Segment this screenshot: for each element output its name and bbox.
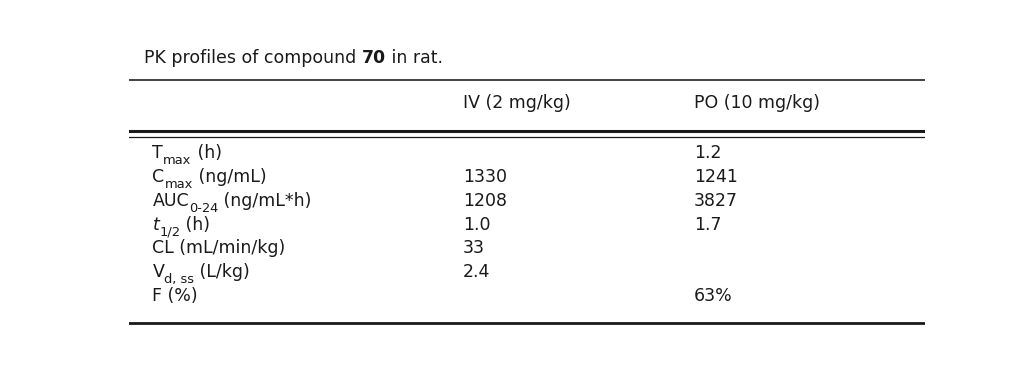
- Text: 63%: 63%: [694, 287, 733, 306]
- Text: 2.4: 2.4: [463, 263, 490, 281]
- Text: T: T: [152, 144, 163, 162]
- Text: F (%): F (%): [152, 287, 198, 306]
- Text: max: max: [163, 154, 191, 167]
- Text: max: max: [164, 178, 193, 191]
- Text: 0-24: 0-24: [189, 202, 218, 215]
- Text: IV (2 mg/kg): IV (2 mg/kg): [463, 94, 571, 112]
- Text: CL (mL/min/kg): CL (mL/min/kg): [152, 239, 286, 257]
- Text: 1241: 1241: [694, 168, 738, 186]
- Text: 1.7: 1.7: [694, 215, 722, 234]
- Text: d, ss: d, ss: [164, 273, 194, 286]
- Text: t: t: [152, 215, 159, 234]
- Text: (h): (h): [191, 144, 221, 162]
- Text: 3827: 3827: [694, 192, 738, 210]
- Text: (ng/mL*h): (ng/mL*h): [218, 192, 311, 210]
- Text: (L/kg): (L/kg): [194, 263, 250, 281]
- Text: in rat.: in rat.: [387, 49, 443, 67]
- Text: C: C: [152, 168, 164, 186]
- Text: 1.0: 1.0: [463, 215, 490, 234]
- Text: 1/2: 1/2: [159, 226, 180, 239]
- Text: PO (10 mg/kg): PO (10 mg/kg): [694, 94, 820, 112]
- Text: V: V: [152, 263, 164, 281]
- Text: 1330: 1330: [463, 168, 507, 186]
- Text: 1.2: 1.2: [694, 144, 722, 162]
- Text: AUC: AUC: [152, 192, 189, 210]
- Text: PK profiles of compound: PK profiles of compound: [144, 49, 362, 67]
- Text: 33: 33: [463, 239, 485, 257]
- Text: 70: 70: [362, 49, 387, 67]
- Text: (h): (h): [180, 215, 211, 234]
- Text: 1208: 1208: [463, 192, 507, 210]
- Text: (ng/mL): (ng/mL): [193, 168, 266, 186]
